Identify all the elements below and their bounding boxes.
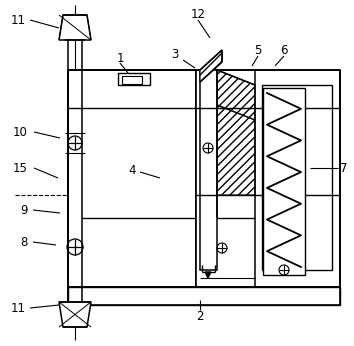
Text: 8: 8	[20, 236, 28, 248]
Bar	[263, 88, 305, 275]
Text: 7: 7	[340, 162, 348, 174]
Bar	[196, 70, 213, 108]
Text: 10: 10	[12, 126, 28, 138]
Text: 1: 1	[116, 52, 124, 64]
Text: 5: 5	[254, 44, 262, 56]
Bar	[122, 76, 142, 84]
Bar	[196, 70, 256, 130]
Text: 15: 15	[12, 162, 28, 174]
Bar	[196, 70, 340, 287]
Bar	[68, 287, 340, 305]
Polygon shape	[59, 302, 91, 327]
Text: 6: 6	[280, 44, 288, 56]
Text: 11: 11	[11, 13, 25, 27]
Polygon shape	[205, 272, 211, 278]
Bar	[200, 70, 217, 270]
Bar	[255, 70, 340, 287]
Polygon shape	[59, 15, 91, 40]
Bar	[196, 218, 340, 287]
Text: 2: 2	[196, 310, 204, 322]
Text: 12: 12	[190, 8, 206, 20]
Polygon shape	[200, 50, 222, 82]
Text: 11: 11	[11, 301, 25, 315]
Text: 4: 4	[128, 164, 136, 176]
Bar	[68, 70, 196, 287]
Bar	[118, 73, 150, 85]
Polygon shape	[217, 70, 255, 195]
Text: 9: 9	[20, 203, 28, 217]
Bar	[262, 85, 332, 270]
Text: 3: 3	[171, 48, 179, 62]
